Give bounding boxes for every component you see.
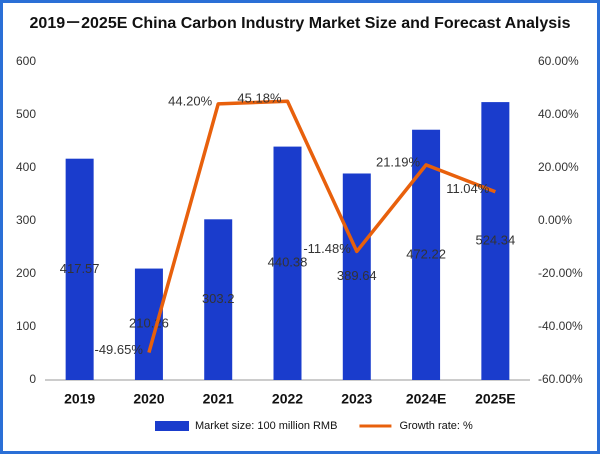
value-label: 11.04% [446,181,490,196]
bar [481,102,510,381]
x-tick-label: 2023 [341,391,372,407]
value-label: 303.2 [202,291,235,306]
value-label: -49.65% [95,342,144,357]
value-label: -11.48% [303,241,351,256]
bar [65,158,94,380]
x-tick-label: 2020 [133,391,164,407]
legend-label: Growth rate: % [399,420,473,432]
x-tick-label: 2019 [64,391,95,407]
y-tick-label: 200 [16,266,36,280]
y-tick-label: 300 [16,213,36,227]
y-tick-label: 100 [16,319,36,333]
value-label: 45.18% [237,91,282,106]
value-label: 440.38 [268,255,308,270]
value-label: 21.19% [376,154,421,169]
x-tick-label: 2021 [203,391,234,407]
value-label: 389.64 [337,268,377,283]
value-label: 44.20% [168,93,213,108]
value-label: 472.22 [406,246,446,261]
line [147,99,496,354]
y2-tick-label: 20.00% [538,160,579,174]
x-tick-label: 2025E [475,391,515,407]
y2-tick-label: 40.00% [538,107,579,121]
value-label: 524.34 [475,232,515,247]
legend-label: Market size: 100 million RMB [195,420,337,432]
legend-swatch [155,421,189,431]
y-tick-label: 0 [29,372,36,386]
value-label: 210.26 [129,316,169,331]
y-tick-label: 500 [16,107,36,121]
y2-tick-label: -60.00% [538,372,583,386]
x-tick-label: 2022 [272,391,303,407]
bar [342,173,371,380]
y-tick-label: 600 [16,54,36,68]
y2-tick-label: -40.00% [538,319,583,333]
y2-tick-label: 60.00% [538,54,579,68]
y-tick-label: 400 [16,160,36,174]
bar [204,219,233,380]
value-label: 417.57 [60,261,100,276]
bar [412,129,441,380]
x-tick-label: 2024E [406,391,446,407]
bar [273,146,302,380]
y2-tick-label: -20.00% [538,266,583,280]
y2-tick-label: 0.00% [538,213,572,227]
chart-title: 2019－2025E China Carbon Industry Market … [30,15,571,32]
